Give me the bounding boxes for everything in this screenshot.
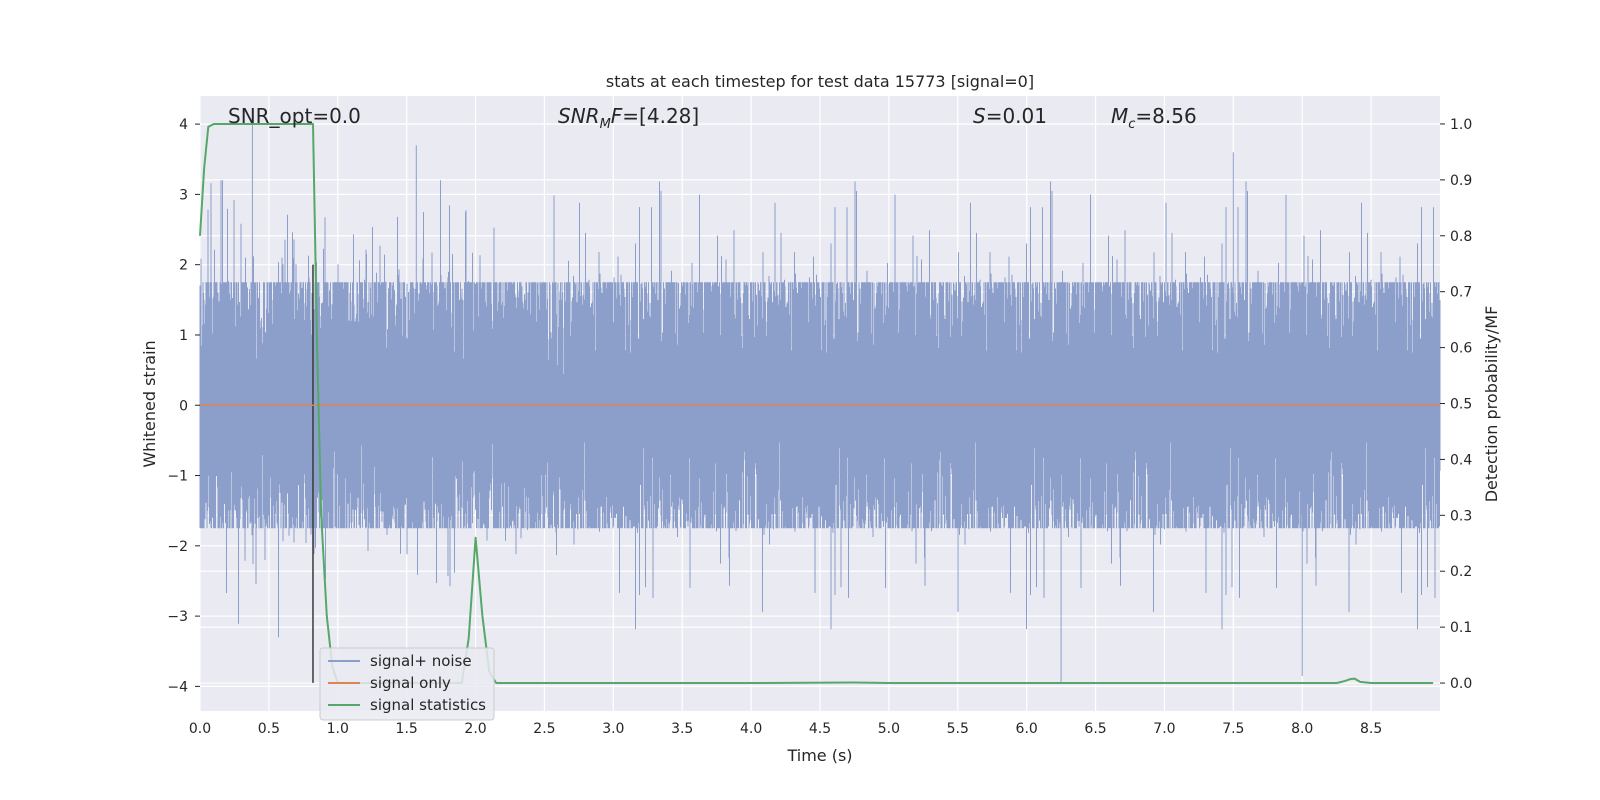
- annotation-snr-mf: SNRMF=[4.28]: [558, 104, 699, 132]
- x-tick-label: 1.5: [396, 721, 418, 737]
- legend: signal+ noise signal only signal statist…: [319, 647, 495, 721]
- x-tick-label: 0.0: [189, 721, 211, 737]
- y-right-tick-label: 0.4: [1450, 452, 1472, 468]
- y-axis-label-right: Detection probability/MF: [1482, 306, 1501, 503]
- y-right-tick-label: 0.2: [1450, 564, 1472, 580]
- y-left-tick-label: −4: [167, 679, 188, 695]
- x-tick-label: 6.5: [1084, 721, 1106, 737]
- legend-label-signal-noise: signal+ noise: [370, 652, 472, 670]
- x-tick-label: 2.5: [533, 721, 555, 737]
- y-left-tick-label: 2: [179, 258, 188, 274]
- x-tick-label: 2.0: [464, 721, 486, 737]
- y-left-tick-label: −3: [167, 609, 188, 625]
- y-left-tick-label: 4: [179, 117, 188, 133]
- y-left-tick-label: 3: [179, 187, 188, 203]
- y-right-tick-label: 0.8: [1450, 229, 1472, 245]
- annotation-mc: Mc=8.56: [1111, 104, 1197, 132]
- y-axis-label-left: Whitened strain: [140, 340, 159, 467]
- y-right-tick-label: 0.7: [1450, 285, 1472, 301]
- ticks: 0.0 0.5 1.0 1.5 2.0 2.5 3.0 3.5 4.0 4.5 5.0 5.5 6.0 6…: [167, 117, 1472, 737]
- x-tick-label: 7.0: [1153, 721, 1175, 737]
- y-left-tick-label: 1: [179, 328, 188, 344]
- y-right-tick-label: 0.5: [1450, 397, 1472, 413]
- annotation-s: S=0.01: [973, 104, 1047, 128]
- chart-title: stats at each timestep for test data 157…: [606, 72, 1034, 91]
- x-tick-label: 8.5: [1360, 721, 1382, 737]
- legend-box: [319, 647, 495, 721]
- y-left-tick-label: −1: [167, 469, 188, 485]
- y-left-tick-label: −2: [167, 539, 188, 555]
- y-right-tick-label: 0.3: [1450, 508, 1472, 524]
- x-tick-label: 0.5: [258, 721, 280, 737]
- annotation-snr-opt: SNR_opt=0.0: [228, 104, 361, 128]
- x-tick-label: 4.5: [809, 721, 831, 737]
- y-left-tick-label: 0: [179, 398, 188, 414]
- x-tick-label: 8.0: [1291, 721, 1313, 737]
- legend-label-signal-statistics: signal statistics: [370, 696, 486, 714]
- x-tick-label: 6.0: [1016, 721, 1038, 737]
- x-tick-label: 4.0: [740, 721, 762, 737]
- x-tick-label: 5.5: [947, 721, 969, 737]
- x-tick-label: 7.5: [1222, 721, 1244, 737]
- legend-label-signal-only: signal only: [370, 674, 451, 692]
- y-right-tick-label: 1.0: [1450, 117, 1472, 133]
- y-right-tick-label: 0.9: [1450, 173, 1472, 189]
- y-right-tick-label: 0.0: [1450, 676, 1472, 692]
- y-right-tick-label: 0.6: [1450, 341, 1472, 357]
- x-tick-label: 3.0: [602, 721, 624, 737]
- y-right-tick-label: 0.1: [1450, 620, 1472, 636]
- x-tick-label: 3.5: [671, 721, 693, 737]
- x-tick-label: 1.0: [327, 721, 349, 737]
- x-tick-label: 5.0: [878, 721, 900, 737]
- x-axis-label: Time (s): [786, 746, 852, 765]
